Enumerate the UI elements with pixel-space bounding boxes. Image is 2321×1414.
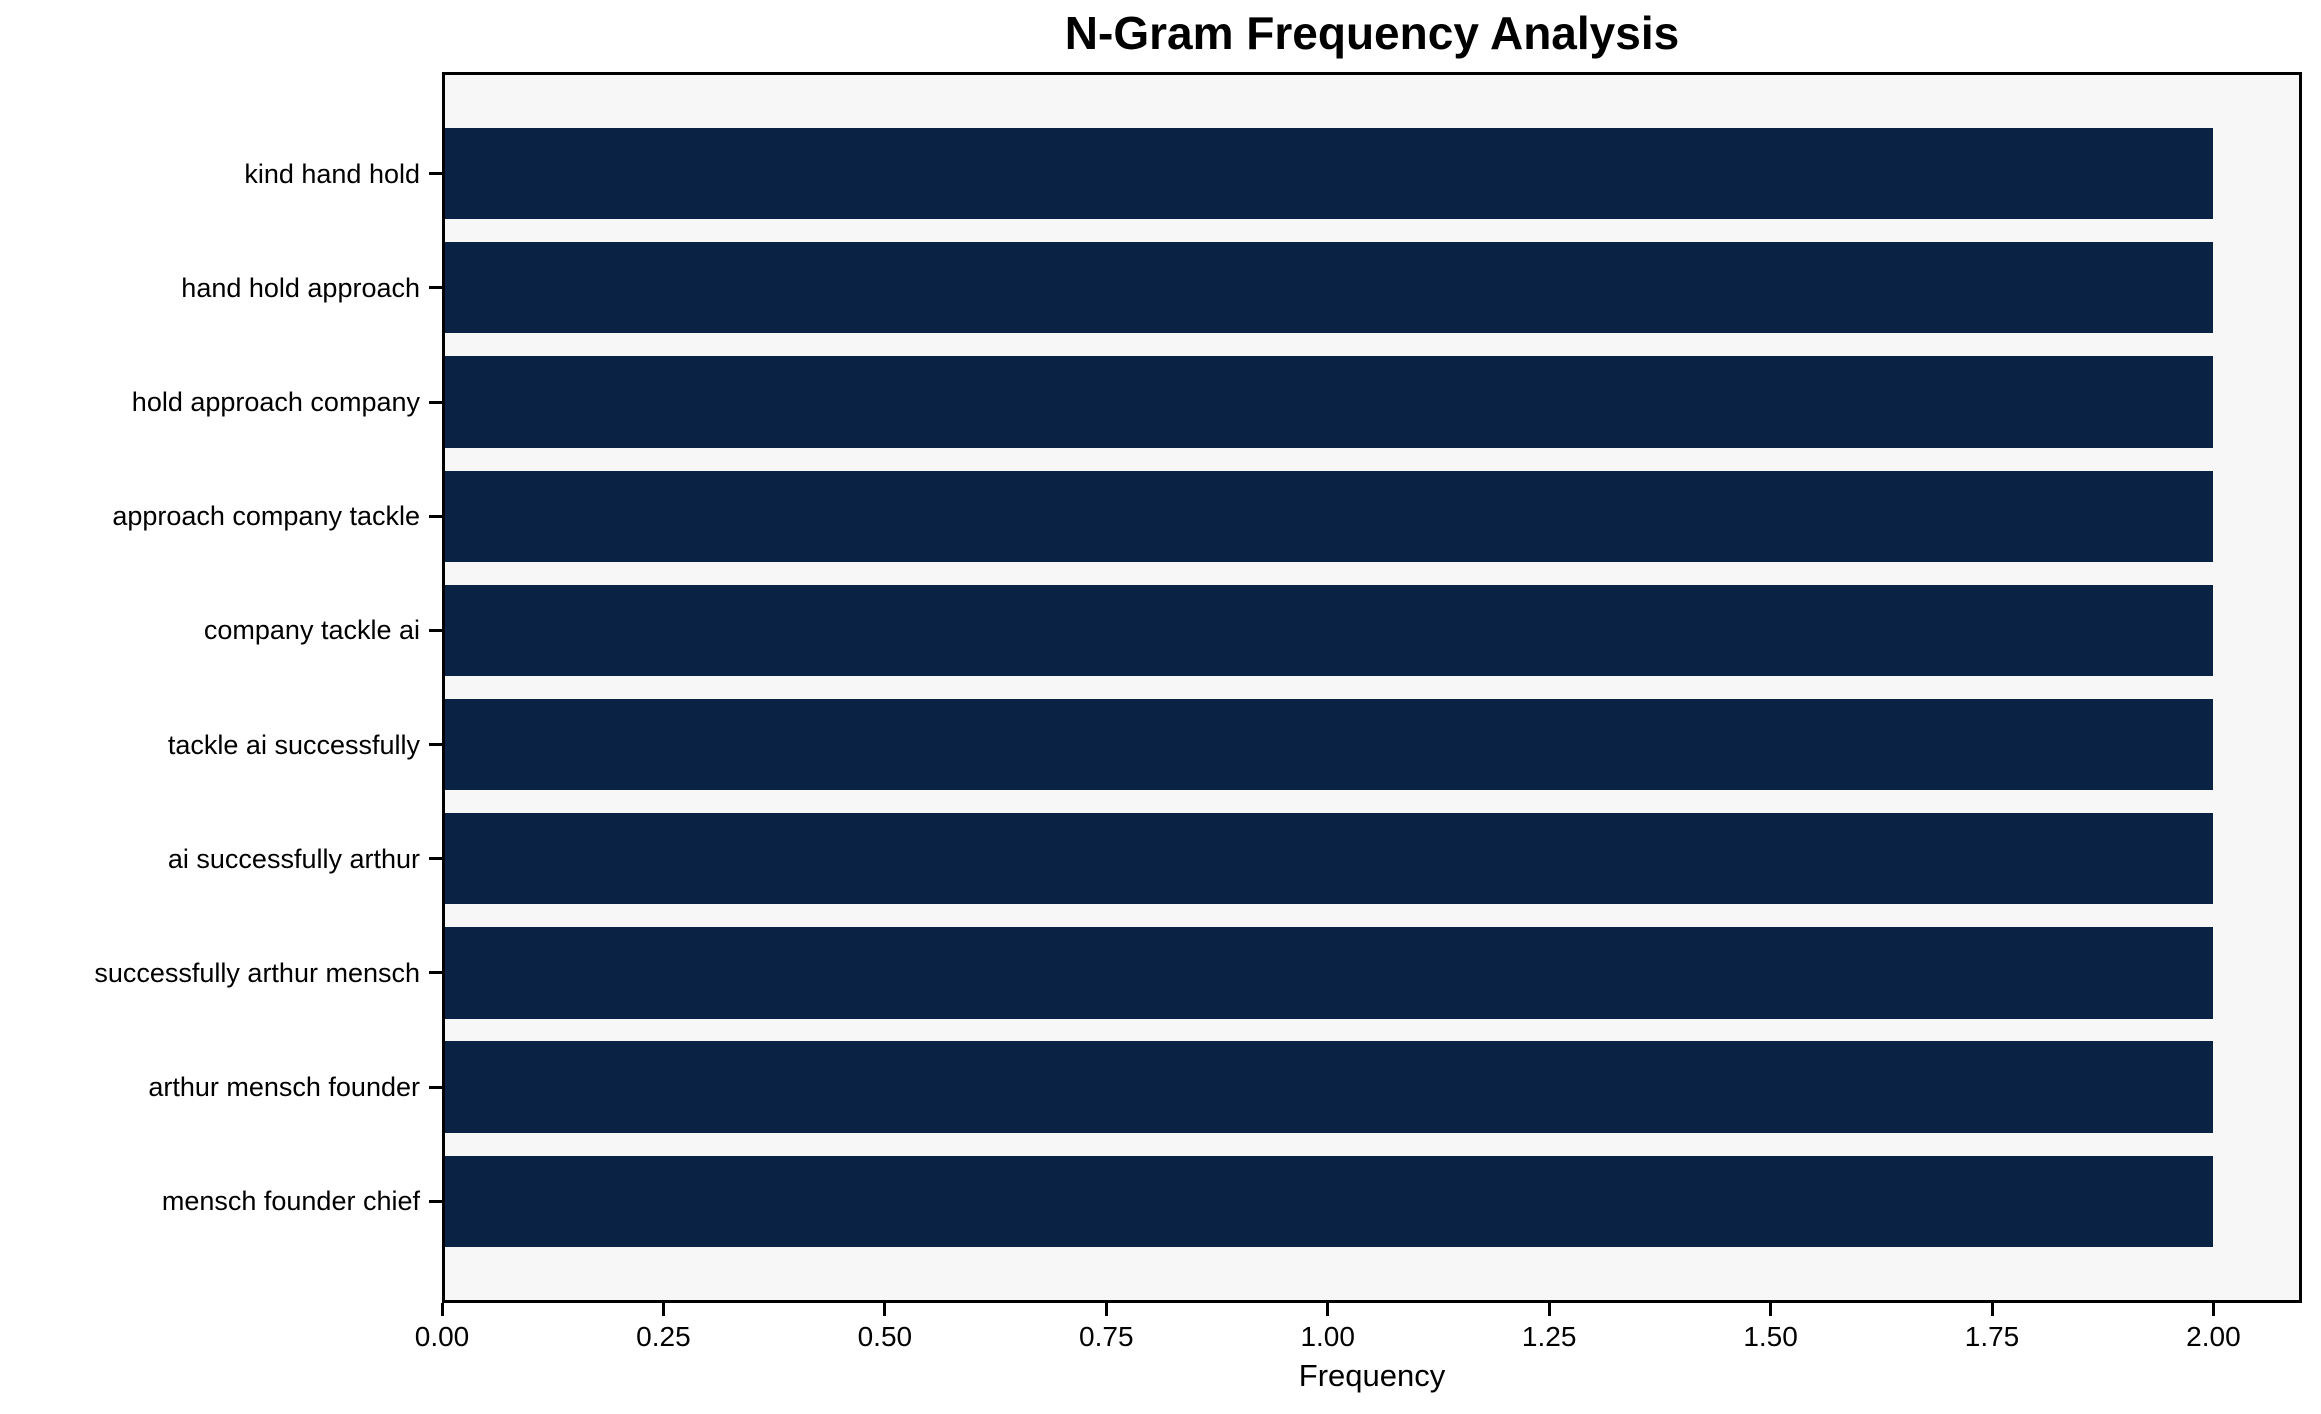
x-tick-label: 0.50 [857, 1321, 913, 1352]
bar [442, 242, 2214, 334]
y-tick-label: ai successfully arthur [167, 843, 420, 874]
x-tick-mark [1769, 1303, 1773, 1316]
plot-area [442, 72, 2302, 1303]
bar [442, 927, 2214, 1019]
y-tick-mark [429, 514, 442, 518]
y-tick-label: tackle ai successfully [167, 729, 420, 760]
y-tick-label: hand hold approach [181, 272, 420, 303]
x-tick-mark [1990, 1303, 1994, 1316]
x-tick-label: 2.00 [2186, 1321, 2241, 1352]
x-tick-mark [1104, 1303, 1108, 1316]
bar [442, 1155, 2214, 1248]
y-tick-label: hold approach company [131, 387, 420, 418]
y-tick-label: kind hand hold [244, 158, 420, 189]
x-axis-label: Frequency [1298, 1358, 1446, 1393]
y-tick-mark [429, 172, 442, 176]
y-tick-label: arthur mensch founder [148, 1072, 420, 1103]
x-tick-mark [440, 1303, 444, 1316]
y-tick-mark [429, 1199, 442, 1203]
x-tick-mark [661, 1303, 665, 1316]
x-tick-label: 1.25 [1521, 1321, 1577, 1352]
bar [442, 813, 2214, 905]
y-tick-mark [429, 1085, 442, 1089]
y-tick-label: approach company tackle [112, 501, 420, 532]
bar [442, 1041, 2214, 1133]
x-tick-mark [1547, 1303, 1551, 1316]
x-tick-label: 0.25 [636, 1321, 691, 1352]
bar [442, 127, 2214, 220]
x-tick-mark [1326, 1303, 1330, 1316]
bar [442, 470, 2214, 562]
y-tick-label: mensch founder chief [161, 1186, 420, 1217]
x-tick-label: 1.50 [1743, 1321, 1798, 1352]
y-tick-mark [429, 857, 442, 861]
y-tick-mark [429, 400, 442, 404]
x-tick-mark [883, 1303, 887, 1316]
bar [442, 584, 2214, 677]
y-tick-mark [429, 971, 442, 975]
x-tick-label: 0.75 [1079, 1321, 1134, 1352]
x-tick-label: 0.00 [414, 1321, 470, 1352]
bar [442, 356, 2214, 448]
x-tick-label: 1.00 [1300, 1321, 1355, 1352]
x-tick-mark [2211, 1303, 2215, 1316]
y-tick-mark [429, 628, 442, 632]
y-tick-mark [429, 286, 442, 290]
chart-title: N-Gram Frequency Analysis [1064, 7, 1680, 59]
y-tick-label: successfully arthur mensch [94, 957, 420, 988]
x-tick-label: 1.75 [1964, 1321, 2020, 1352]
y-tick-label: company tackle ai [203, 615, 420, 646]
y-tick-mark [429, 743, 442, 747]
bar [442, 698, 2214, 791]
